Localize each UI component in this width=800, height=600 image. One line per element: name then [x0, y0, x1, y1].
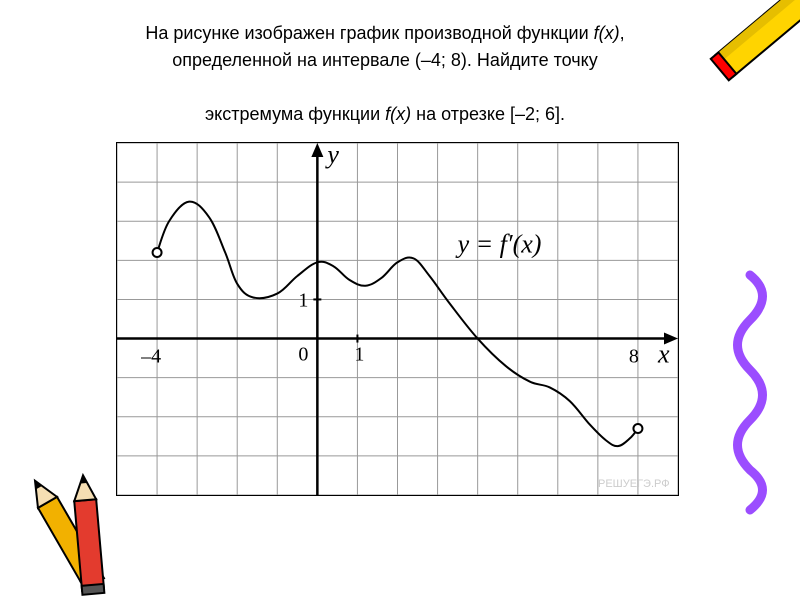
problem-line3b: на отрезке [–2; 6].	[416, 104, 565, 124]
svg-text:8: 8	[629, 346, 639, 368]
svg-text:y: y	[324, 143, 339, 169]
fn2: f(x)	[385, 104, 411, 124]
problem-line3: экстремума функции	[205, 104, 380, 124]
problem-text: На рисунке изображен график производной …	[100, 20, 670, 128]
squiggle-icon	[720, 265, 800, 525]
problem-line2: определенной на интервале (–4; 8). Найди…	[172, 50, 597, 70]
svg-text:1: 1	[354, 344, 364, 366]
svg-text:0: 0	[298, 344, 308, 366]
svg-text:y = f′(x): y = f′(x)	[455, 230, 542, 259]
problem-line1: На рисунке изображен график производной …	[145, 23, 588, 43]
svg-text:–4: –4	[140, 346, 161, 368]
fn1: f(x)	[594, 23, 620, 43]
svg-text:РЕШУЕГЭ.РФ: РЕШУЕГЭ.РФ	[598, 478, 670, 490]
svg-text:1: 1	[298, 289, 308, 311]
pencil-icon	[680, 0, 800, 150]
pencils-icon	[0, 460, 180, 600]
svg-text:x: x	[657, 340, 670, 369]
derivative-chart: –4 0 1 1 8 y x y = f′(x) РЕШУЕГЭ.РФ	[116, 142, 679, 496]
